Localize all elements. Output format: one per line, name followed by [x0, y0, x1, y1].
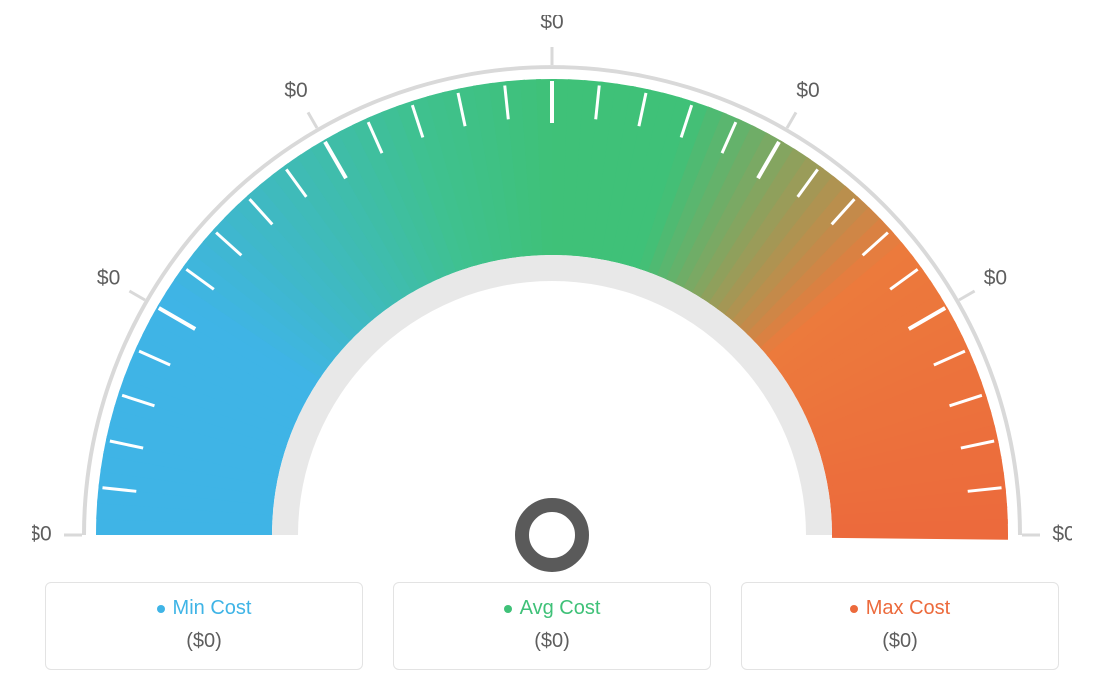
svg-text:$0: $0	[984, 267, 1007, 290]
svg-text:$0: $0	[32, 523, 52, 546]
gauge-svg: $0 $0 $0 $0 $0 $0 $0	[32, 15, 1072, 595]
dot-icon	[504, 605, 512, 613]
legend-label: Avg Cost	[520, 597, 601, 620]
legend-title-avg: Avg Cost	[504, 597, 601, 620]
legend-row: Min Cost ($0) Avg Cost ($0) Max Cost ($0…	[45, 582, 1059, 670]
legend-value: ($0)	[752, 630, 1048, 653]
dot-icon	[850, 605, 858, 613]
gauge-chart-container: $0 $0 $0 $0 $0 $0 $0 Min Cost ($0) Avg Cost ($…	[0, 0, 1104, 690]
svg-text:$0: $0	[1052, 523, 1072, 546]
legend-label: Max Cost	[866, 597, 950, 620]
legend-card-max: Max Cost ($0)	[741, 582, 1059, 670]
svg-text:$0: $0	[284, 79, 307, 102]
legend-value: ($0)	[56, 630, 352, 653]
legend-card-avg: Avg Cost ($0)	[393, 582, 711, 670]
legend-label: Min Cost	[173, 597, 252, 620]
legend-title-min: Min Cost	[157, 597, 252, 620]
legend-value: ($0)	[404, 630, 700, 653]
svg-text:$0: $0	[97, 267, 120, 290]
gauge: $0 $0 $0 $0 $0 $0 $0	[32, 15, 1072, 600]
legend-title-max: Max Cost	[850, 597, 950, 620]
legend-card-min: Min Cost ($0)	[45, 582, 363, 670]
svg-text:$0: $0	[540, 15, 563, 34]
dot-icon	[157, 605, 165, 613]
svg-text:$0: $0	[796, 79, 819, 102]
